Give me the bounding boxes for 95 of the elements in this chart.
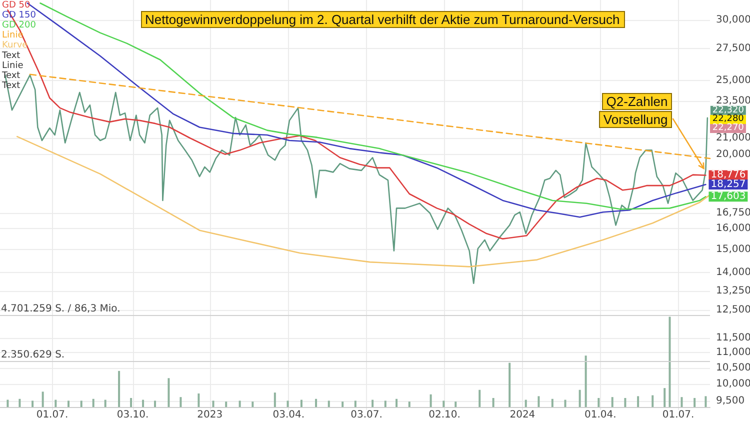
bar <box>680 397 683 407</box>
bar <box>252 402 254 407</box>
bar <box>704 396 707 407</box>
y-tick-label: 10,500 <box>716 362 750 374</box>
bar <box>624 398 626 407</box>
bar <box>598 398 600 407</box>
data-label: 18,776 <box>710 170 746 181</box>
bar <box>538 396 540 407</box>
bar <box>225 402 228 407</box>
bar <box>564 400 566 407</box>
annotation: Q2-Zahlen <box>602 93 672 110</box>
y-tick-label: 20,000 <box>716 148 750 160</box>
x-tick-label: 03.10. <box>116 410 149 420</box>
bar <box>328 400 330 407</box>
bar <box>492 398 494 407</box>
bar <box>154 400 156 407</box>
bar <box>442 400 445 407</box>
bar <box>478 390 481 407</box>
bar <box>142 400 144 407</box>
bar <box>6 400 9 407</box>
y-tick-label: 12,500 <box>716 304 750 316</box>
annotation: Text <box>2 51 20 61</box>
bar <box>180 397 182 407</box>
y-tick-label: 15,000 <box>716 244 750 256</box>
y-tick-label: 16,750 <box>716 208 750 219</box>
bar <box>524 400 527 407</box>
bar <box>80 400 82 407</box>
text: Nettogewinnverdoppelung im 2. Quartal verhilft der Aktie zum Turnaround-Versuch <box>145 12 620 27</box>
bar <box>584 356 587 407</box>
y-tick-label: 21,000 <box>716 132 750 144</box>
bar <box>408 402 410 407</box>
x-tick-label: 01.07. <box>36 410 68 420</box>
bar <box>42 392 44 407</box>
bar <box>274 392 276 407</box>
x-tick-label: 03.07. <box>350 410 382 420</box>
bar <box>198 393 200 407</box>
bar <box>54 400 57 407</box>
bar <box>384 400 386 407</box>
bar <box>668 316 671 407</box>
text: 22,270 <box>710 122 746 133</box>
bar <box>372 400 374 407</box>
y-tick-label: 9,500 <box>716 396 745 407</box>
annotation: Vorstellung <box>599 111 672 128</box>
bar <box>118 370 120 407</box>
bar <box>396 398 398 407</box>
bar <box>212 400 214 407</box>
bar <box>315 398 318 407</box>
bar <box>104 400 106 407</box>
data-label: 17,603 <box>710 191 746 202</box>
bar <box>430 394 432 407</box>
bar <box>611 397 614 407</box>
annotation: Linie <box>2 61 24 71</box>
x-tick-label: 01.04. <box>584 410 616 420</box>
annotation: Text <box>2 71 20 81</box>
y-tick-label: 30,000 <box>716 14 750 26</box>
bar <box>652 395 654 407</box>
data-label: 18,257 <box>710 179 746 190</box>
bar <box>508 362 511 407</box>
ref-line-label: 2.350.629 S. <box>1 350 65 360</box>
bar <box>637 396 640 407</box>
x-tick-label: 02.10. <box>428 410 460 420</box>
y-tick-label: 11,000 <box>716 347 750 358</box>
bar <box>354 400 356 407</box>
y-tick-label: 14,000 <box>716 267 750 278</box>
bar <box>238 400 241 407</box>
bar <box>286 400 289 407</box>
series-label: GD 200 <box>2 20 36 30</box>
bar <box>32 400 34 407</box>
data-label: 22,320 <box>712 105 744 116</box>
x-tick-label: 01.07. <box>662 410 694 420</box>
bar <box>68 400 70 407</box>
bar <box>92 398 94 407</box>
x-tick-label: 03.04. <box>272 410 305 420</box>
bar <box>300 400 302 407</box>
bar <box>664 388 666 407</box>
x-tick-label: 2023 <box>197 410 223 420</box>
y-tick-label: 16,000 <box>716 222 750 234</box>
bar <box>694 398 696 407</box>
text: 22,280 <box>710 114 746 124</box>
bar <box>551 398 554 407</box>
bar <box>454 402 457 407</box>
bar <box>578 390 581 407</box>
y-tick-label: 25,000 <box>716 74 750 86</box>
x-tick-label: 2024 <box>510 410 536 420</box>
y-tick-label: 23,500 <box>716 95 750 106</box>
y-tick-label: 11,500 <box>716 332 750 344</box>
y-tick-label: 13,250 <box>716 285 750 296</box>
bar <box>342 402 344 407</box>
series-label: GD 50 <box>2 0 30 10</box>
y-tick-label: 27,500 <box>716 43 750 54</box>
bar <box>18 398 21 407</box>
bar <box>130 398 132 407</box>
ref-line-label: 4.701.259 S. / 86,3 Mio. <box>1 304 120 314</box>
y-tick-label: 10,000 <box>716 378 750 390</box>
bar <box>168 378 170 407</box>
